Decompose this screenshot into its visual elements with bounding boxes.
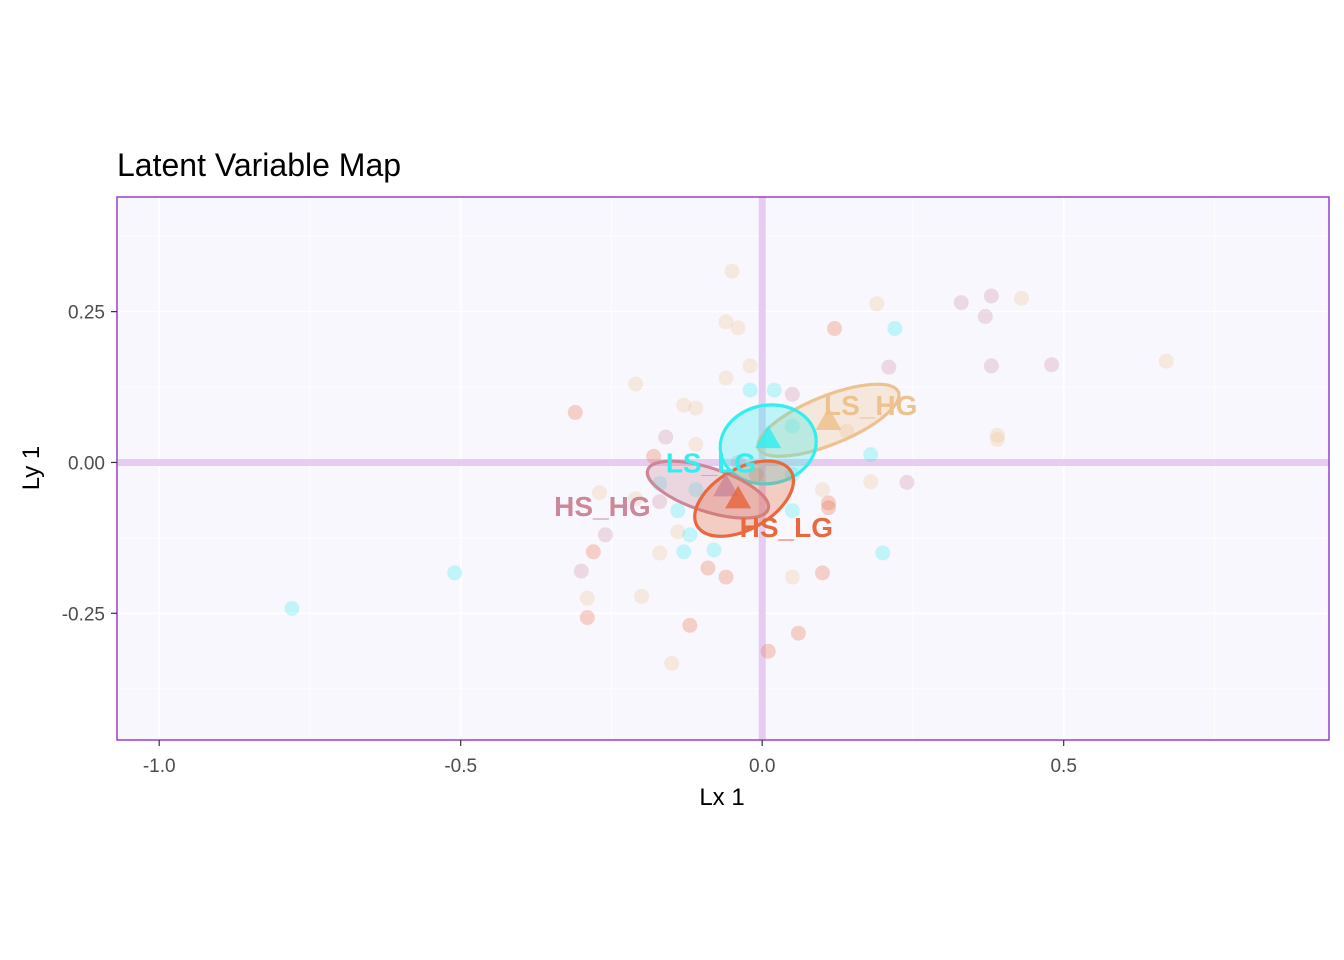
x-tick-label: 0.5 [1050,756,1076,777]
data-point-ls-hg [676,397,692,413]
y-axis: -0.25 0.00 0.25 [62,303,117,625]
data-point-ls-lg [670,503,686,519]
data-point-ls-hg [730,320,746,336]
data-point-hs-lg [567,404,583,420]
data-point-ls-lg [784,418,800,434]
data-point-ls-hg [664,655,680,671]
data-point-hs-hg [881,359,897,375]
data-point-ls-hg [688,400,704,416]
group-label-hs-hg: HS_HG [554,491,650,522]
data-point-ls-hg [718,370,734,386]
chart-title: Latent Variable Map [117,147,401,183]
data-point-ls-lg [742,382,758,398]
data-point-hs-lg [814,565,830,581]
centroid-ls-hg [815,407,842,430]
y-tick-label: -0.25 [62,604,105,625]
plot-panel-border [116,196,1330,741]
data-point-hs-lg [700,560,716,576]
data-point-ls-hg [628,491,644,507]
data-point-ls-hg [1013,290,1029,306]
data-point-hs-hg [977,308,993,324]
y-axis-title: Ly 1 [18,446,45,490]
x-axis-title: Lx 1 [699,784,744,811]
data-point-ls-hg [652,545,668,561]
data-point-hs-hg [784,386,800,402]
data-point-hs-lg [760,643,776,659]
data-point-hs-hg [652,494,668,510]
data-point-ls-hg [688,436,704,452]
x-tick-label: -0.5 [444,756,477,777]
data-point-ls-hg [814,482,830,498]
centroid-ls-lg [755,425,782,449]
data-point-ls-hg [839,423,855,439]
y-tick-label: 0.25 [68,303,105,324]
centroid-hs-hg [713,473,740,497]
plot-panel [117,197,1329,740]
x-tick-label: 0.0 [749,756,775,777]
data-point-hs-lg [748,467,764,483]
data-point-hs-lg [821,500,837,516]
data-point-ls-lg [682,527,698,543]
x-axis: -1.0 -0.5 0.0 0.5 [143,740,1077,777]
data-point-ls-lg [887,321,903,337]
data-point-ls-hg [591,485,607,501]
data-point-hs-hg [899,474,915,490]
data-point-ls-hg [579,590,595,606]
data-point-ls-hg [989,432,1005,448]
data-point-ls-hg [670,524,686,540]
data-point-ls-hg [1158,353,1174,369]
data-point-hs-lg [827,321,843,337]
data-point-ls-lg [447,565,463,581]
data-point-ls-hg [718,314,734,330]
data-point-hs-lg [790,625,806,641]
group-label-ls-lg: LS_LG [666,447,756,478]
data-point-ls-hg [742,358,758,374]
data-point-ls-lg [706,542,722,558]
data-point-ls-hg [784,569,800,585]
data-point-ls-hg [869,296,885,312]
data-point-hs-hg [983,358,999,374]
data-point-hs-lg [579,610,595,626]
data-point-hs-lg [646,448,662,464]
data-point-ls-hg [863,474,879,490]
data-point-hs-hg [1044,357,1060,373]
data-point-ls-hg [989,427,1005,443]
group-label-hs-lg: HS_LG [740,512,833,543]
group-centroids [713,407,842,509]
data-point-hs-hg [658,429,674,445]
data-point-hs-lg [821,495,837,511]
group-labels: LS_HG LS_LG HS_HG HS_LG [554,390,917,543]
data-point-ls-lg [863,447,879,463]
y-tick-label: 0.00 [68,453,105,474]
data-point-ls-hg [628,376,644,392]
group-label-ls-hg: LS_HG [824,390,917,421]
data-point-ls-hg [724,263,740,279]
data-point-hs-hg [573,563,589,579]
data-point-ls-lg [766,382,782,398]
data-point-ls-hg [634,588,650,604]
data-point-hs-lg [585,544,601,560]
data-point-ls-lg [875,545,891,561]
data-point-hs-hg [983,288,999,304]
data-point-ls-lg [676,544,692,560]
data-point-hs-hg [953,295,969,311]
data-point-hs-lg [718,569,734,585]
data-point-ls-lg [688,482,704,498]
data-point-hs-lg [682,617,698,633]
centroid-hs-lg [725,485,752,509]
x-tick-label: -1.0 [143,756,176,777]
data-point-hs-hg [597,527,613,543]
data-point-ls-lg [784,503,800,519]
data-point-ls-lg [284,600,300,616]
